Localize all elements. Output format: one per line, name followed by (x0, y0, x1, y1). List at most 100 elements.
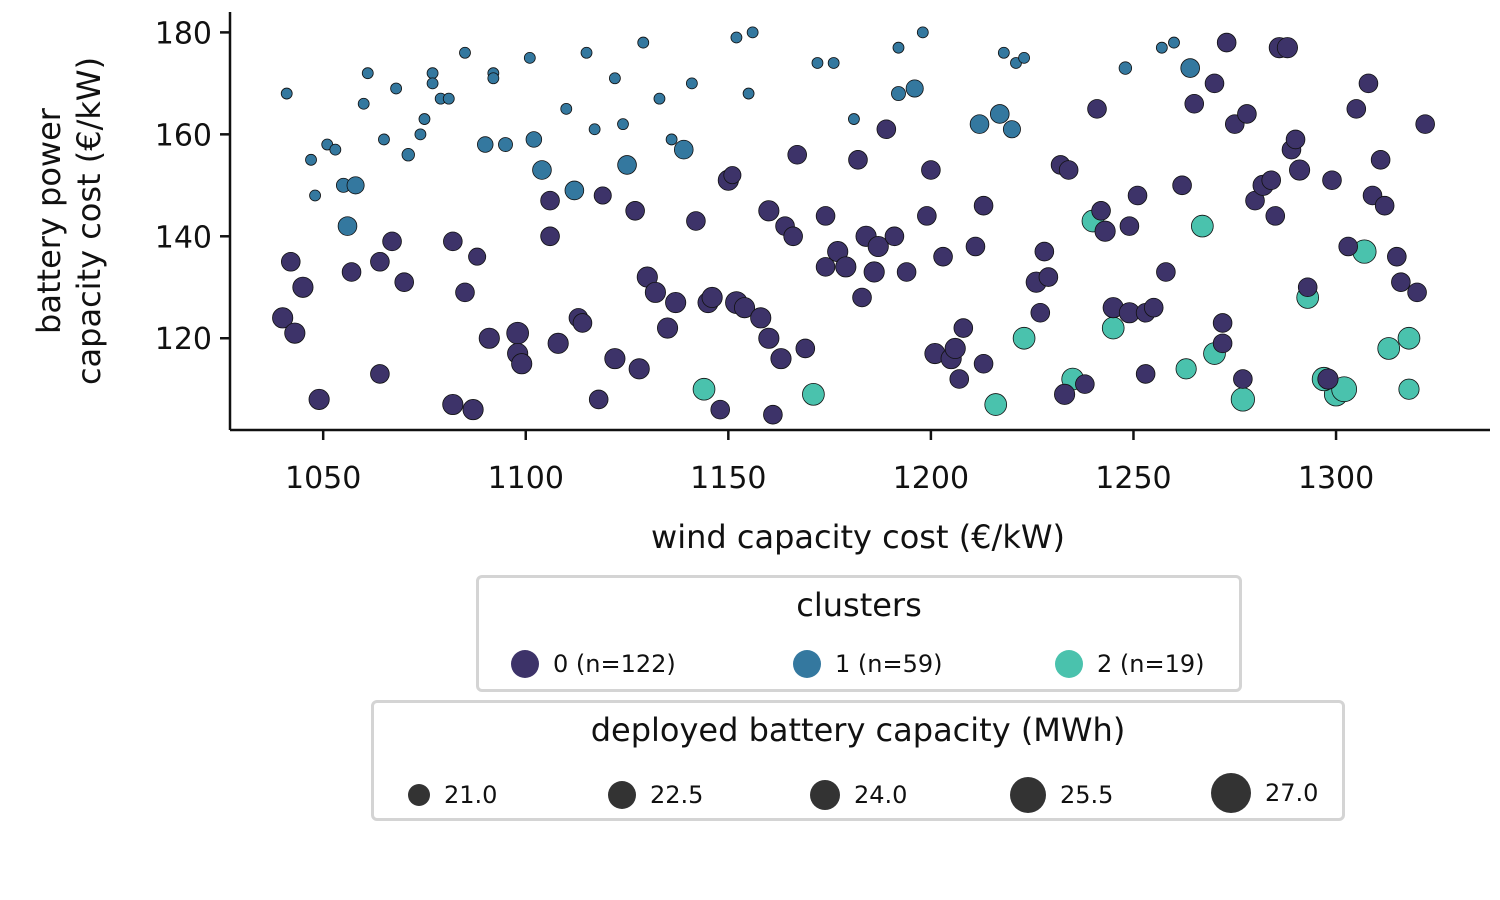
point-cluster-1-46 (477, 136, 494, 153)
point-cluster-1-5 (357, 97, 370, 110)
point-cluster-0-20 (540, 226, 560, 247)
point-cluster-1-25 (637, 36, 650, 49)
point-cluster-0-33 (686, 211, 706, 231)
point-cluster-0-112 (1322, 170, 1342, 190)
point-cluster-1-31 (742, 87, 755, 100)
point-cluster-1-45 (337, 216, 358, 236)
point-cluster-2-16 (1377, 337, 1401, 360)
point-cluster-1-30 (746, 26, 759, 39)
point-cluster-0-49 (795, 338, 816, 359)
point-cluster-0-118 (1374, 195, 1395, 216)
point-cluster-1-23 (608, 72, 621, 85)
point-cluster-2-1 (802, 382, 825, 406)
point-cluster-1-7 (378, 133, 390, 146)
point-cluster-0-47 (783, 226, 803, 247)
cluster-legend-entry-1: 1 (n=59) (793, 650, 942, 678)
point-cluster-0-91 (1156, 262, 1176, 282)
size-legend-entry-1: 22.5 (608, 775, 703, 815)
point-cluster-1-19 (523, 51, 536, 64)
point-cluster-0-28 (628, 358, 650, 380)
point-cluster-0-26 (604, 348, 626, 370)
point-cluster-1-58 (1180, 58, 1200, 78)
point-cluster-0-106 (1276, 37, 1298, 59)
point-cluster-0-115 (1358, 73, 1379, 94)
point-cluster-1-28 (685, 77, 698, 90)
point-cluster-1-6 (361, 67, 374, 80)
point-cluster-0-18 (511, 353, 533, 375)
point-cluster-1-47 (498, 137, 513, 152)
point-cluster-0-23 (572, 313, 593, 333)
point-cluster-0-74 (1030, 302, 1051, 323)
point-cluster-0-25 (593, 186, 612, 205)
point-cluster-0-15 (478, 327, 500, 349)
point-cluster-0-41 (750, 307, 772, 329)
point-cluster-0-16 (506, 321, 529, 345)
point-cluster-0-21 (547, 332, 569, 354)
point-cluster-1-34 (848, 113, 860, 125)
point-cluster-2-10 (1230, 387, 1255, 412)
point-cluster-1-16 (459, 46, 471, 59)
point-cluster-0-45 (770, 348, 792, 370)
size-label-24: 24.0 (854, 781, 908, 809)
cluster-1-label: 1 (n=59) (835, 650, 943, 678)
point-cluster-0-53 (835, 256, 857, 278)
x-tick-label-1150: 1150 (690, 461, 766, 496)
cluster-legend-entry-2: 2 (n=19) (1055, 650, 1204, 678)
point-cluster-0-103 (1261, 170, 1281, 190)
point-cluster-2-7 (1175, 358, 1197, 380)
point-cluster-0-65 (933, 246, 953, 267)
point-cluster-0-113 (1338, 236, 1358, 257)
point-cluster-2-0 (692, 377, 716, 401)
point-cluster-0-99 (1233, 369, 1253, 389)
point-cluster-0-90 (1143, 297, 1164, 318)
size-label-22-5: 22.5 (650, 781, 704, 809)
point-cluster-0-85 (1119, 216, 1140, 236)
y-ticks: 120 140 160 180 (155, 16, 230, 357)
point-cluster-0-79 (1058, 160, 1079, 180)
point-cluster-0-110 (1297, 277, 1318, 298)
point-cluster-0-13 (462, 399, 484, 421)
point-cluster-1-27 (665, 133, 678, 146)
point-cluster-0-114 (1346, 99, 1367, 119)
point-cluster-1-41 (1155, 41, 1168, 54)
point-cluster-0-97 (1212, 333, 1233, 354)
point-cluster-0-70 (965, 236, 986, 257)
point-cluster-1-9 (401, 148, 415, 162)
y-tick-label-180: 180 (155, 16, 212, 51)
x-tick-label-1300: 1300 (1298, 461, 1374, 496)
point-cluster-0-5 (341, 262, 362, 282)
point-cluster-0-80 (1075, 374, 1095, 394)
x-tick-label-1050: 1050 (285, 461, 361, 496)
point-cluster-0-6 (370, 364, 390, 384)
size-legend-title: deployed battery capacity (MWh) (590, 711, 1126, 749)
point-cluster-1-44 (346, 176, 365, 195)
point-cluster-1-35 (892, 41, 905, 54)
point-cluster-0-44 (763, 404, 783, 425)
point-cluster-1-55 (969, 114, 990, 134)
point-cluster-0-100 (1237, 104, 1257, 124)
y-tick-label-120: 120 (155, 322, 212, 357)
point-cluster-1-1 (305, 153, 317, 166)
point-cluster-1-13 (426, 77, 439, 90)
point-cluster-0-96 (1212, 313, 1233, 333)
point-cluster-0-58 (867, 235, 889, 258)
point-cluster-0-111 (1317, 368, 1339, 390)
x-tick-label-1200: 1200 (893, 461, 969, 496)
point-cluster-1-20 (560, 102, 573, 115)
point-cluster-1-4 (329, 143, 342, 156)
cluster-0-swatch (511, 650, 539, 678)
size-label-25-5: 25.5 (1060, 781, 1114, 809)
point-cluster-1-24 (617, 118, 629, 131)
point-cluster-1-21 (580, 46, 593, 59)
point-cluster-1-49 (532, 160, 552, 180)
point-cluster-1-22 (588, 123, 601, 136)
point-cluster-0-38 (723, 166, 742, 185)
point-cluster-1-51 (617, 155, 637, 175)
point-cluster-0-54 (848, 150, 868, 170)
point-cluster-0-8 (382, 231, 402, 252)
size-swatch-22-5 (608, 781, 636, 809)
point-cluster-0-32 (665, 292, 687, 314)
point-cluster-0-60 (884, 226, 905, 247)
point-cluster-0-1 (284, 322, 306, 344)
x-ticks: 1050 1100 1150 1200 1250 1300 (285, 430, 1374, 496)
